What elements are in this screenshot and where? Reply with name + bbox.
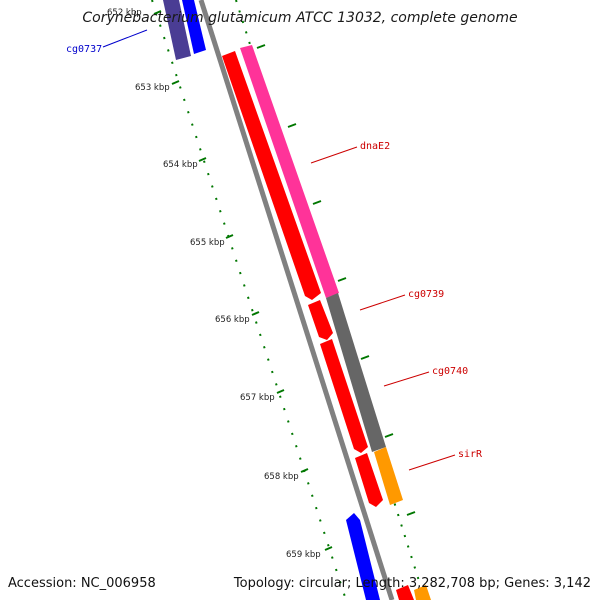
label-leader-cg0739 xyxy=(359,294,406,311)
gene-feature-red-4 xyxy=(355,453,383,507)
outer-tick-mark xyxy=(406,511,416,516)
accession-text: Accession: NC_006958 xyxy=(8,576,156,591)
gene-label-sirR[interactable]: sirR xyxy=(458,449,483,460)
label-leader-cg0737 xyxy=(102,29,148,48)
gene-feature-red-2 xyxy=(308,300,333,340)
tick-mark xyxy=(324,546,333,551)
gene-feature-cg0736 xyxy=(163,0,191,60)
gene-label-dnaE2[interactable]: dnaE2 xyxy=(360,141,390,152)
gene-feature-dnaE2 xyxy=(240,45,339,298)
inner-ruler xyxy=(151,0,347,600)
tick-mark xyxy=(198,157,207,162)
tick-mark xyxy=(153,10,162,15)
gene-feature-red-bottom xyxy=(396,585,414,600)
gene-feature-orange-bottom xyxy=(414,585,431,600)
outer-tick-mark xyxy=(360,355,370,360)
gene-feature-cg0737 xyxy=(182,0,206,54)
tick-label-659: 659 kbp xyxy=(286,550,321,560)
gene-feature-blue-bottom xyxy=(346,513,380,600)
outer-tick-mark xyxy=(287,123,297,128)
genome-summary-text: Topology: circular; Length: 3,282,708 bp… xyxy=(233,576,591,591)
tick-mark xyxy=(276,389,285,394)
tick-label-652: 652 kbp xyxy=(107,8,142,18)
label-leader-dnaE2 xyxy=(310,146,358,164)
tick-mark xyxy=(300,468,309,473)
tick-label-654: 654 kbp xyxy=(163,160,198,170)
outer-tick-mark xyxy=(384,433,394,438)
tick-mark xyxy=(171,80,180,85)
outer-tick-mark xyxy=(312,200,322,205)
tick-label-657: 657 kbp xyxy=(240,393,275,403)
genome-backbone xyxy=(198,0,395,600)
tick-mark xyxy=(251,311,260,316)
gene-label-cg0737[interactable]: cg0737 xyxy=(66,44,102,55)
label-leader-cg0740 xyxy=(383,371,430,387)
gene-feature-cg0739 xyxy=(326,293,386,452)
tick-label-656: 656 kbp xyxy=(215,315,250,325)
gene-feature-sirR xyxy=(374,447,403,505)
outer-tick-mark xyxy=(256,44,266,49)
gene-feature-red-1 xyxy=(222,51,321,300)
tick-mark xyxy=(225,234,234,239)
outer-tick-mark xyxy=(337,277,347,282)
label-leader-sirR xyxy=(408,454,456,471)
gene-feature-red-3 xyxy=(320,339,368,453)
gene-label-cg0739[interactable]: cg0739 xyxy=(408,289,444,300)
tick-label-658: 658 kbp xyxy=(264,472,299,482)
gene-label-cg0740[interactable]: cg0740 xyxy=(432,366,468,377)
map-title: Corynebacterium glutamicum ATCC 13032, c… xyxy=(82,10,517,26)
tick-label-653: 653 kbp xyxy=(135,83,170,93)
tick-label-655: 655 kbp xyxy=(190,238,225,248)
